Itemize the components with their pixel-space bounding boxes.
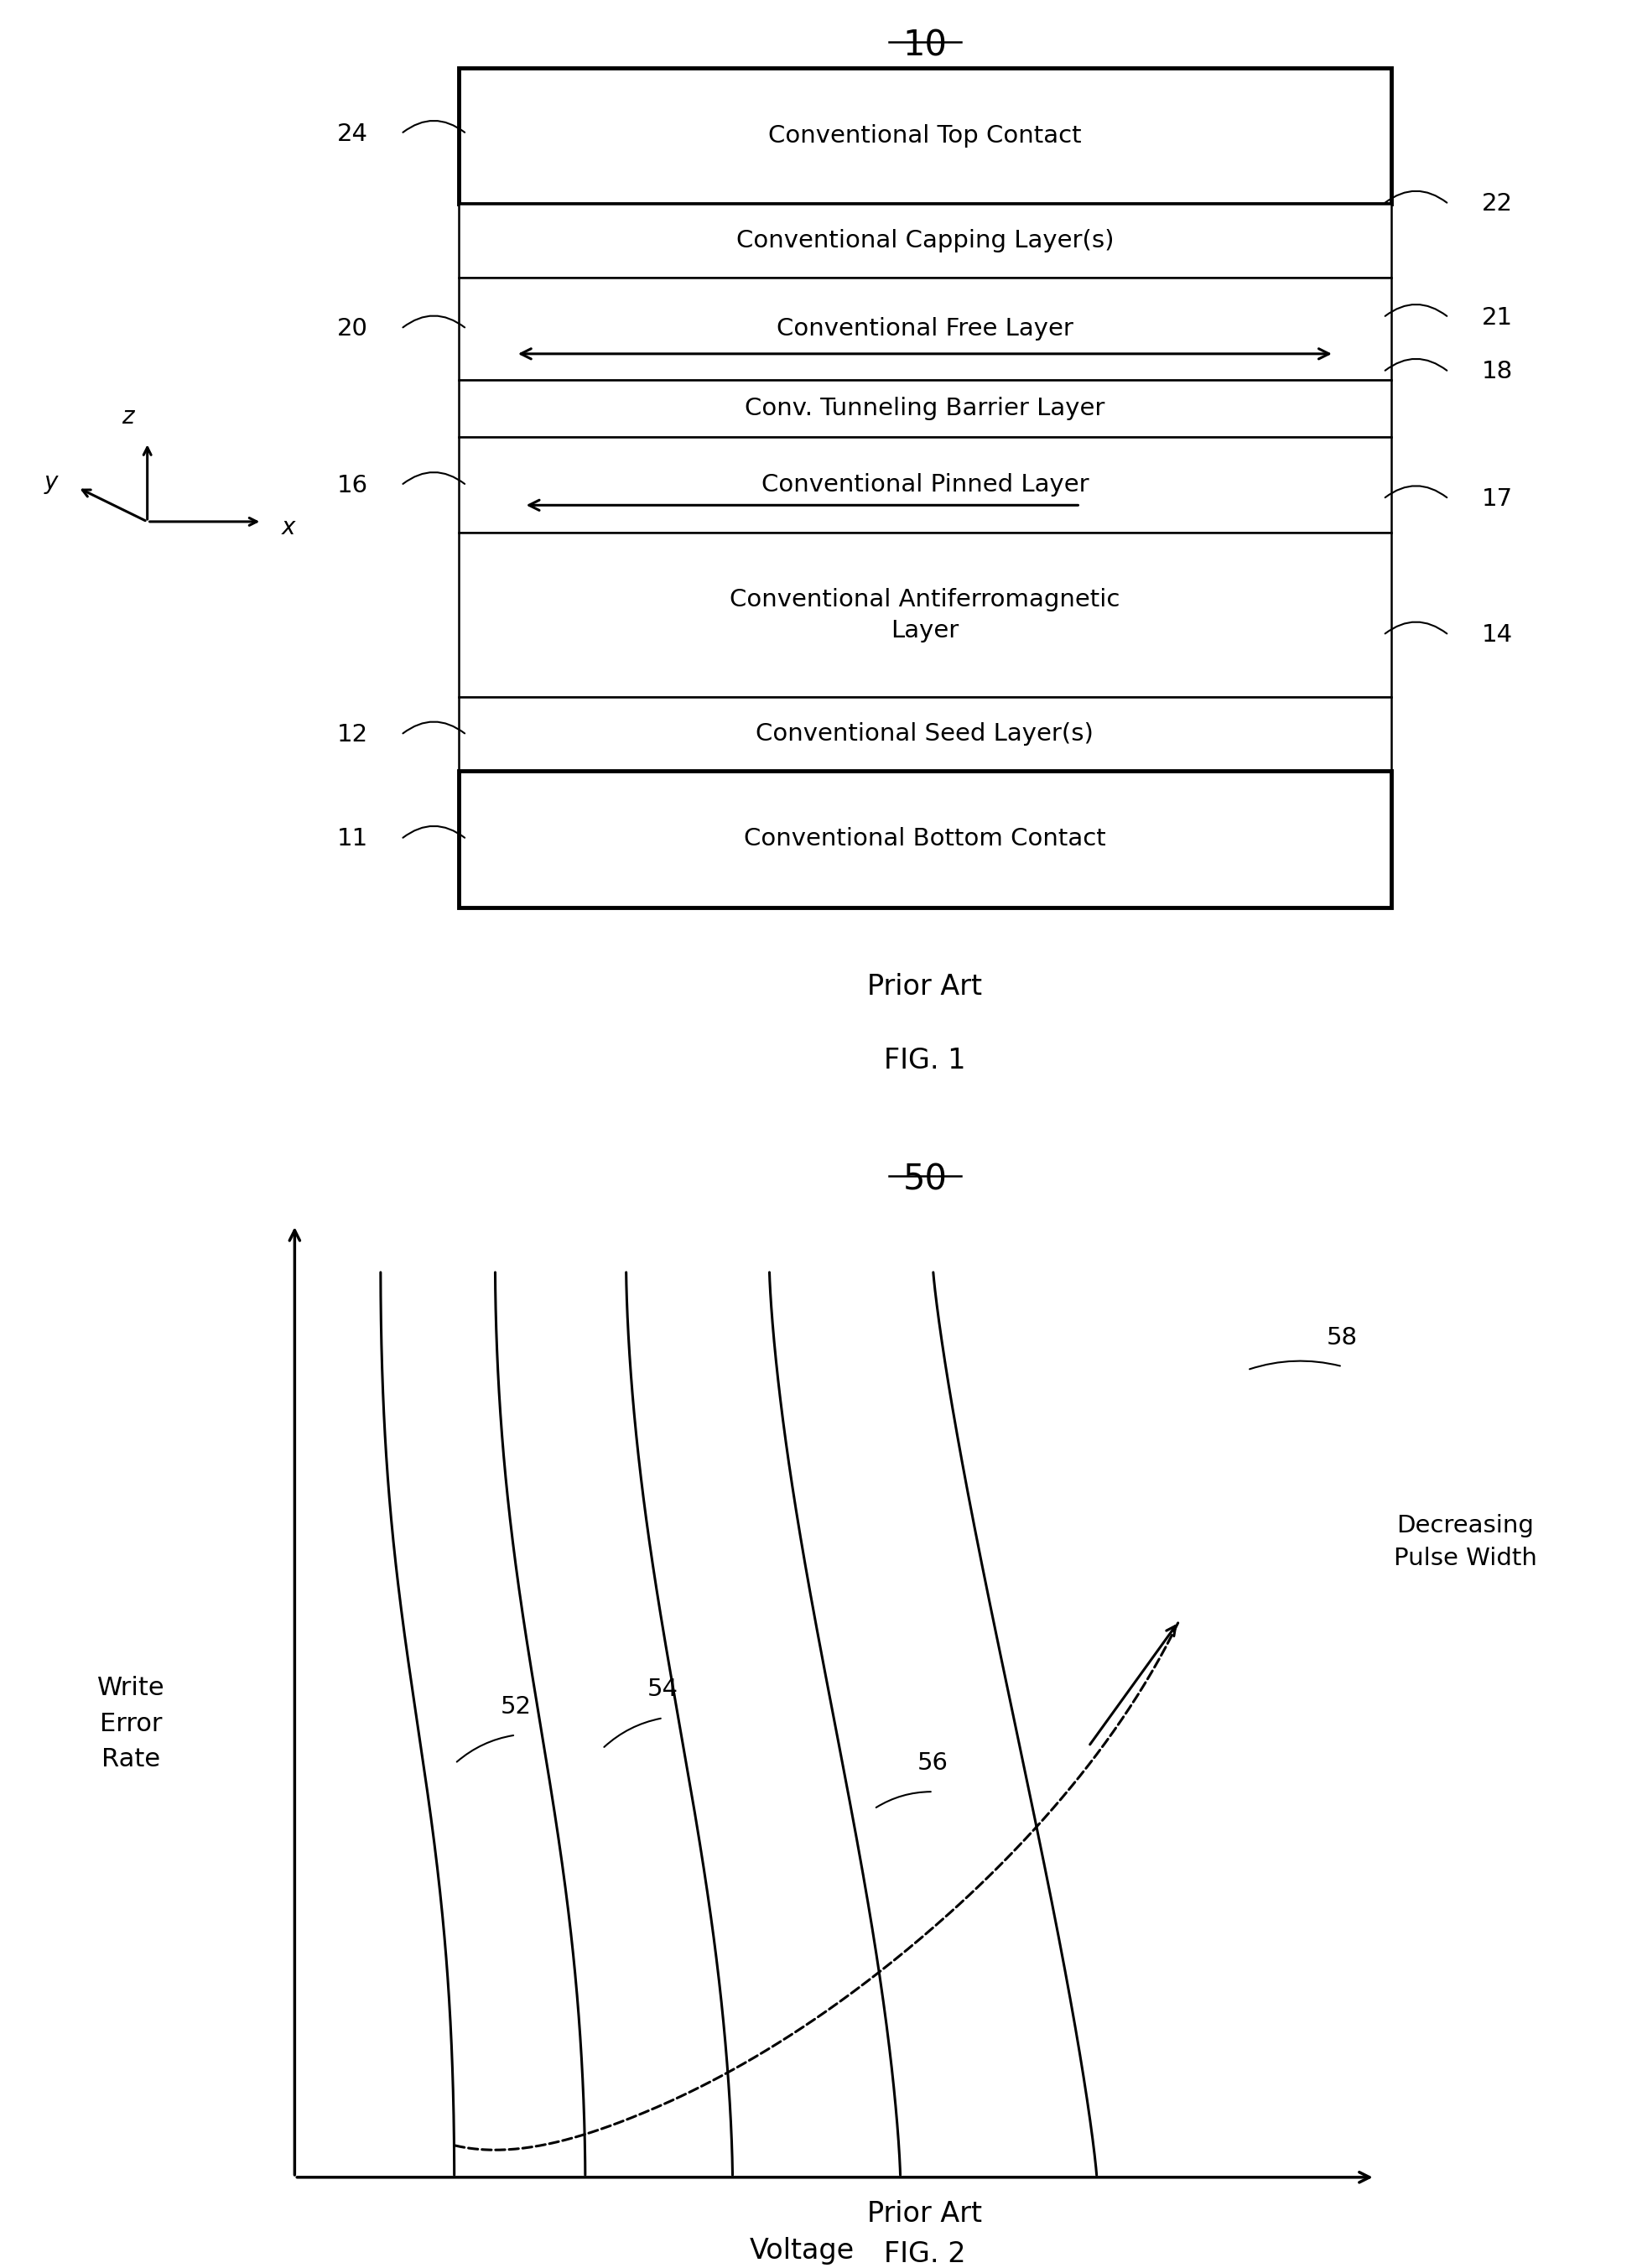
Text: 54: 54: [648, 1678, 678, 1701]
Text: 20: 20: [337, 318, 368, 340]
Text: 11: 11: [337, 828, 368, 850]
Text: 24: 24: [337, 122, 368, 145]
Text: 16: 16: [337, 474, 368, 497]
Text: Conventional Free Layer: Conventional Free Layer: [776, 318, 1074, 340]
Text: Write
Error
Rate: Write Error Rate: [97, 1676, 165, 1771]
Text: 56: 56: [918, 1751, 948, 1776]
Text: x: x: [282, 515, 295, 540]
Bar: [458, 435, 1391, 533]
Text: Conv. Tunneling Barrier Layer: Conv. Tunneling Barrier Layer: [745, 397, 1105, 420]
Text: z: z: [121, 406, 134, 429]
Text: 21: 21: [1481, 306, 1513, 329]
Text: Prior Art: Prior Art: [868, 2200, 982, 2227]
Bar: [458, 771, 1391, 907]
Text: 58: 58: [1326, 1327, 1359, 1349]
Text: Conventional Bottom Contact: Conventional Bottom Contact: [743, 828, 1107, 850]
Text: Decreasing
Pulse Width: Decreasing Pulse Width: [1393, 1515, 1537, 1569]
Text: FIG. 1: FIG. 1: [884, 1046, 966, 1075]
Bar: [458, 204, 1391, 277]
Text: Conventional Top Contact: Conventional Top Contact: [768, 125, 1082, 147]
Text: 22: 22: [1481, 193, 1513, 215]
Text: 50: 50: [902, 1161, 948, 1198]
Text: y: y: [44, 469, 57, 494]
Bar: [458, 279, 1391, 381]
Text: Conventional Capping Layer(s): Conventional Capping Layer(s): [737, 229, 1113, 252]
Text: Prior Art: Prior Art: [868, 973, 982, 1000]
Text: 14: 14: [1481, 624, 1513, 646]
Bar: [458, 381, 1391, 435]
Text: 18: 18: [1481, 361, 1513, 383]
Text: Conventional Antiferromagnetic
Layer: Conventional Antiferromagnetic Layer: [730, 587, 1120, 642]
Bar: [458, 68, 1391, 204]
Text: 12: 12: [337, 723, 368, 746]
Bar: [458, 533, 1391, 699]
Text: FIG. 2: FIG. 2: [884, 2241, 966, 2268]
Text: 52: 52: [501, 1694, 530, 1719]
Text: Conventional Seed Layer(s): Conventional Seed Layer(s): [756, 723, 1094, 746]
Text: 10: 10: [902, 29, 948, 64]
Text: 17: 17: [1481, 488, 1513, 510]
Text: Voltage: Voltage: [750, 2236, 855, 2266]
Bar: [458, 699, 1391, 771]
Text: Conventional Pinned Layer: Conventional Pinned Layer: [761, 474, 1089, 497]
